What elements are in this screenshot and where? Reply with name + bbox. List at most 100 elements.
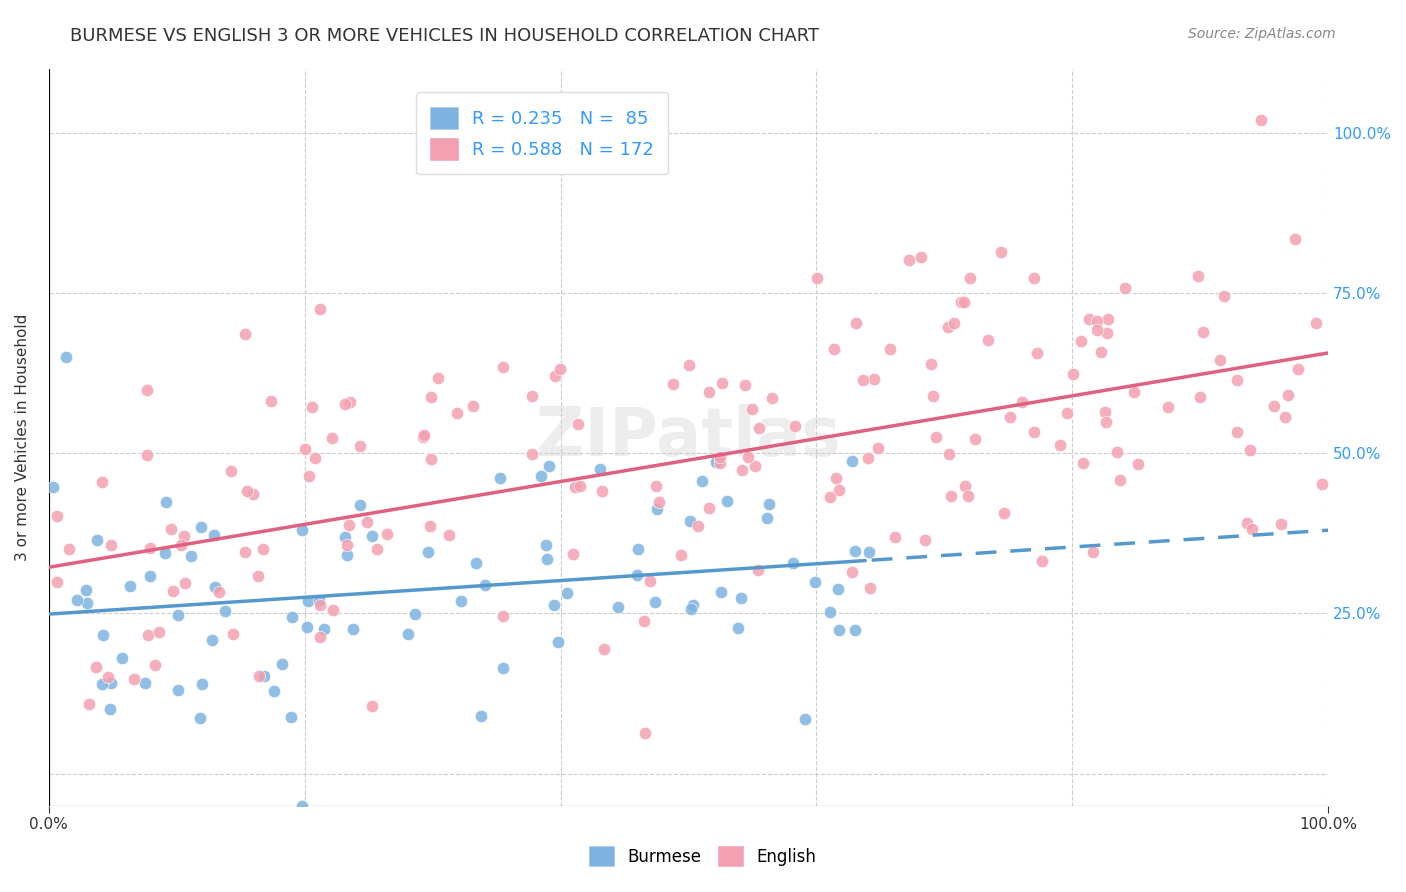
Point bbox=[55, 350, 77, 364]
Point bbox=[866, 442, 889, 456]
Point bbox=[1070, 334, 1092, 349]
Point bbox=[1310, 476, 1333, 491]
Point bbox=[925, 430, 948, 444]
Point bbox=[567, 417, 589, 431]
Point bbox=[1305, 316, 1327, 330]
Point bbox=[291, 524, 314, 538]
Point bbox=[562, 547, 585, 561]
Point bbox=[977, 333, 1000, 347]
Point bbox=[1022, 425, 1045, 440]
Point bbox=[858, 581, 880, 595]
Point bbox=[761, 391, 783, 405]
Point bbox=[214, 604, 236, 618]
Point bbox=[883, 530, 905, 544]
Point bbox=[897, 253, 920, 268]
Point bbox=[1236, 516, 1258, 530]
Point bbox=[1085, 323, 1108, 337]
Point bbox=[741, 401, 763, 416]
Point bbox=[489, 471, 512, 485]
Point bbox=[758, 497, 780, 511]
Point bbox=[520, 389, 543, 403]
Point bbox=[669, 548, 692, 562]
Point bbox=[1094, 405, 1116, 419]
Point bbox=[470, 709, 492, 723]
Point bbox=[349, 439, 371, 453]
Point bbox=[75, 582, 97, 597]
Y-axis label: 3 or more Vehicles in Household: 3 or more Vehicles in Household bbox=[15, 313, 30, 561]
Point bbox=[910, 250, 932, 264]
Point bbox=[1286, 362, 1309, 376]
Point bbox=[118, 579, 141, 593]
Point bbox=[543, 599, 565, 613]
Point bbox=[204, 580, 226, 594]
Point bbox=[375, 526, 398, 541]
Point bbox=[942, 316, 965, 330]
Point bbox=[167, 682, 190, 697]
Point bbox=[492, 661, 515, 675]
Point bbox=[308, 592, 330, 607]
Point bbox=[547, 635, 569, 649]
Point bbox=[950, 295, 973, 310]
Point bbox=[298, 469, 321, 483]
Point bbox=[548, 362, 571, 376]
Point bbox=[568, 479, 591, 493]
Point bbox=[134, 675, 156, 690]
Point bbox=[335, 397, 357, 411]
Point bbox=[1263, 399, 1285, 413]
Point bbox=[139, 541, 162, 555]
Point bbox=[1226, 425, 1249, 440]
Point bbox=[412, 430, 434, 444]
Point bbox=[1189, 390, 1212, 404]
Point bbox=[730, 591, 752, 606]
Point bbox=[339, 517, 361, 532]
Point bbox=[339, 395, 361, 409]
Point bbox=[1049, 438, 1071, 452]
Point bbox=[638, 574, 661, 589]
Point bbox=[645, 479, 668, 493]
Point bbox=[201, 632, 224, 647]
Point bbox=[844, 544, 866, 558]
Point bbox=[420, 390, 443, 404]
Point bbox=[734, 378, 756, 392]
Legend: R = 0.235   N =  85, R = 0.588   N = 172: R = 0.235 N = 85, R = 0.588 N = 172 bbox=[416, 92, 668, 174]
Point bbox=[956, 489, 979, 503]
Point bbox=[222, 627, 245, 641]
Point bbox=[404, 607, 426, 622]
Point bbox=[253, 669, 276, 683]
Point bbox=[1071, 456, 1094, 470]
Point bbox=[959, 270, 981, 285]
Point bbox=[1085, 314, 1108, 328]
Point bbox=[308, 630, 330, 644]
Point bbox=[530, 469, 553, 483]
Point bbox=[1270, 516, 1292, 531]
Point bbox=[190, 520, 212, 534]
Point bbox=[247, 668, 270, 682]
Point bbox=[1212, 289, 1234, 303]
Point bbox=[534, 538, 557, 552]
Point bbox=[844, 624, 866, 638]
Point bbox=[727, 621, 749, 635]
Point bbox=[416, 545, 439, 559]
Point bbox=[709, 450, 731, 464]
Point bbox=[263, 684, 285, 698]
Point bbox=[252, 541, 274, 556]
Point bbox=[76, 596, 98, 610]
Point bbox=[710, 584, 733, 599]
Point bbox=[952, 294, 974, 309]
Point bbox=[58, 542, 80, 557]
Point bbox=[474, 578, 496, 592]
Point bbox=[679, 602, 702, 616]
Point bbox=[711, 376, 734, 391]
Point bbox=[686, 519, 709, 533]
Point bbox=[322, 603, 344, 617]
Point bbox=[260, 394, 283, 409]
Point bbox=[647, 502, 669, 516]
Point bbox=[993, 506, 1015, 520]
Point bbox=[294, 442, 316, 457]
Point bbox=[46, 574, 69, 589]
Point bbox=[91, 628, 114, 642]
Point bbox=[271, 657, 294, 671]
Point bbox=[818, 490, 841, 504]
Point bbox=[308, 598, 330, 612]
Point bbox=[77, 697, 100, 711]
